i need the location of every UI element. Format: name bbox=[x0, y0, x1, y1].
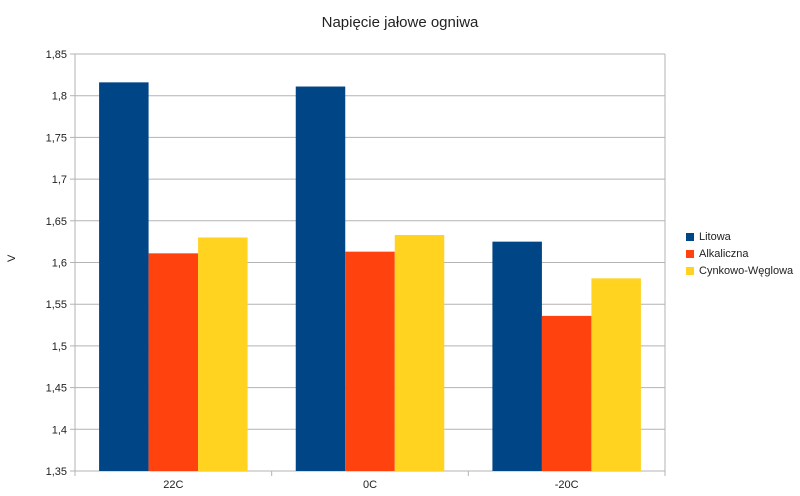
legend-label: Litowa bbox=[699, 230, 731, 243]
legend-item-cynkowo-weglowa: Cynkowo-Węglowa bbox=[686, 262, 793, 279]
legend-swatch bbox=[686, 266, 694, 275]
x-tick-label: 22C bbox=[163, 479, 183, 491]
y-tick-label: 1,5 bbox=[52, 341, 67, 353]
y-tick-label: 1,6 bbox=[52, 258, 67, 270]
bar-cynkowo-w-glowa-22c bbox=[198, 237, 248, 471]
legend-swatch bbox=[686, 232, 694, 241]
legend: Litowa Alkaliczna Cynkowo-Węglowa bbox=[686, 228, 793, 279]
bar-litowa-22c bbox=[99, 82, 149, 471]
legend-swatch bbox=[686, 249, 694, 258]
bar-cynkowo-w-glowa-20c bbox=[591, 278, 641, 471]
chart-title: Napięcie jałowe ogniwa bbox=[321, 14, 479, 31]
x-tick-label: -20C bbox=[555, 479, 579, 491]
y-tick-label: 1,75 bbox=[46, 132, 67, 144]
y-tick-label: 1,85 bbox=[46, 49, 67, 61]
x-tick-label: 0C bbox=[363, 479, 377, 491]
legend-item-alkaliczna: Alkaliczna bbox=[686, 245, 793, 262]
bar-litowa-20c bbox=[492, 241, 542, 471]
legend-label: Alkaliczna bbox=[699, 247, 749, 260]
y-tick-label: 1,55 bbox=[46, 299, 67, 311]
bar-alkaliczna-20c bbox=[541, 315, 592, 471]
y-tick-label: 1,8 bbox=[52, 91, 67, 103]
bar-cynkowo-w-glowa-0c bbox=[394, 234, 445, 471]
legend-item-litowa: Litowa bbox=[686, 228, 793, 245]
bar-litowa-0c bbox=[295, 86, 346, 471]
y-tick-label: 1,45 bbox=[46, 383, 67, 395]
y-tick-label: 1,7 bbox=[52, 174, 67, 186]
y-tick-label: 1,65 bbox=[46, 216, 67, 228]
legend-label: Cynkowo-Węglowa bbox=[699, 264, 794, 277]
bar-alkaliczna-22c bbox=[148, 253, 199, 471]
y-tick-label: 1,4 bbox=[52, 424, 67, 436]
y-tick-label: 1,35 bbox=[46, 466, 67, 478]
y-axis-label: V bbox=[6, 254, 18, 262]
bar-alkaliczna-0c bbox=[345, 251, 395, 471]
